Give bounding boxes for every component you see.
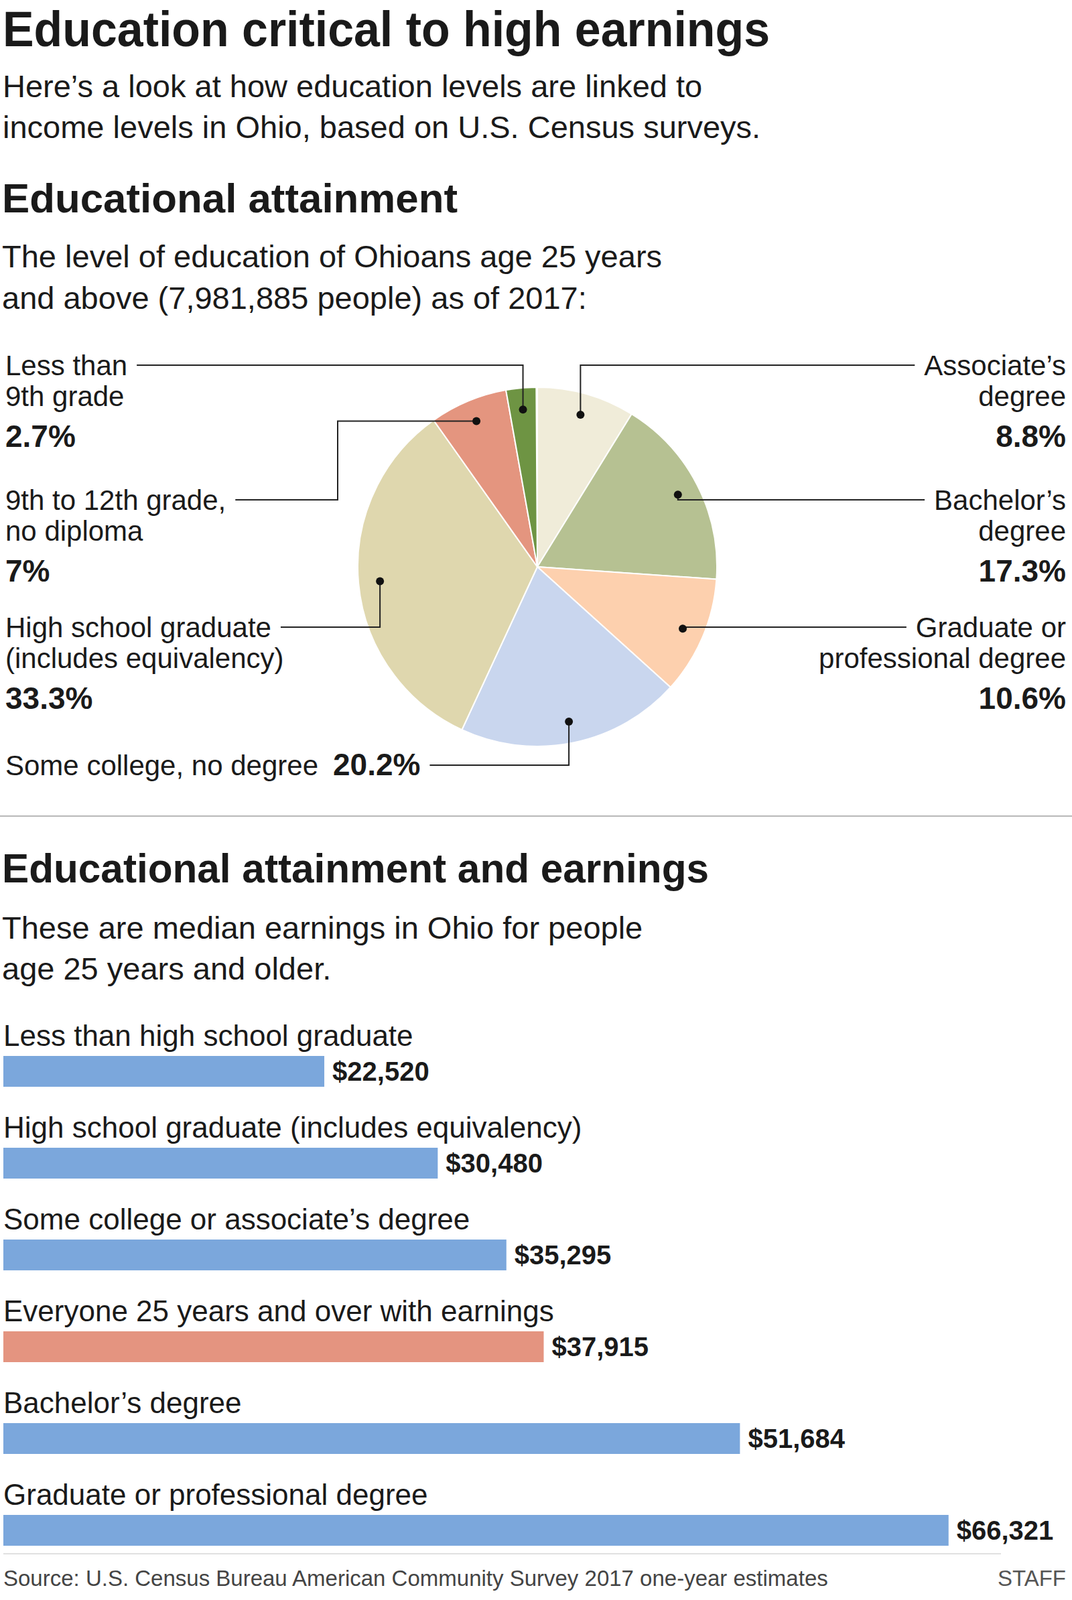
chart-subtitle: and above (7,981,885 people) as of 2017: <box>2 280 587 316</box>
slice-label: 9th to 12th grade, <box>5 484 226 516</box>
data-label: 17.3% <box>978 553 1066 589</box>
slice-label: (includes equivalency) <box>5 642 285 675</box>
bar <box>3 1423 740 1454</box>
slice-label: Some college, no degree <box>5 749 319 782</box>
slice-label: Bachelor’s <box>933 484 1066 516</box>
page-subtitle: income levels in Ohio, based on U.S. Cen… <box>2 109 761 145</box>
source-note: Source: U.S. Census Bureau American Comm… <box>3 1565 829 1591</box>
data-label: 20.2% <box>332 747 421 782</box>
data-label: $30,480 <box>445 1148 543 1178</box>
page-subtitle: Here’s a look at how education levels ar… <box>2 68 703 104</box>
slice-label: degree <box>978 515 1066 547</box>
chart-subtitle: age 25 years and older. <box>2 950 331 987</box>
data-label: $35,295 <box>514 1240 612 1270</box>
leader-line <box>235 420 477 500</box>
category-label: High school graduate (includes equivalen… <box>3 1110 582 1144</box>
slice-label: Associate’s <box>923 349 1066 382</box>
data-label: 2.7% <box>5 418 76 454</box>
leader-line <box>580 365 915 415</box>
data-label: 10.6% <box>978 680 1066 716</box>
credit: STAFF <box>997 1565 1066 1591</box>
separator <box>0 815 1072 817</box>
slice-label: no diploma <box>5 515 144 547</box>
data-label: $66,321 <box>956 1515 1054 1546</box>
leader-dot <box>576 410 585 419</box>
category-label: Bachelor’s degree <box>3 1386 242 1420</box>
bar <box>3 1514 949 1546</box>
data-label: $51,684 <box>747 1423 845 1454</box>
slice-label: High school graduate <box>5 611 272 644</box>
leader-dot <box>519 405 528 414</box>
leader-dot <box>678 624 687 633</box>
bar <box>3 1331 545 1363</box>
leader-dot <box>472 416 481 425</box>
slice-label: 9th grade <box>5 380 124 413</box>
bar <box>3 1055 325 1087</box>
leader-line <box>678 494 925 500</box>
pie-slice <box>537 414 717 580</box>
leader-line <box>429 721 569 766</box>
data-label: $37,915 <box>552 1331 650 1362</box>
chart-title: Educational attainment and earnings <box>2 844 709 892</box>
x-axis-line <box>3 1553 1001 1555</box>
background <box>0 0 1072 1600</box>
bar-labels: Less than high school graduate $22,520 Hig… <box>3 1019 1054 1546</box>
pie-slice <box>505 387 538 567</box>
data-label: 8.8% <box>995 418 1066 454</box>
category-label: Less than high school graduate <box>3 1019 414 1052</box>
slice-label: Graduate or <box>915 611 1066 644</box>
data-label: $22,520 <box>332 1056 430 1087</box>
chart-canvas: Education critical to high earnings Here’… <box>0 0 1072 1600</box>
leader-line <box>280 580 380 628</box>
slice-label: Less than <box>5 349 128 382</box>
chart-subtitle: These are median earnings in Ohio for pe… <box>2 909 643 946</box>
bar <box>3 1239 507 1271</box>
leader-dot <box>564 717 573 726</box>
category-label: Graduate or professional degree <box>3 1478 429 1511</box>
labels: Associate’sdegree8.8%Bachelor’sdegree17.… <box>5 349 1066 782</box>
leader-line <box>136 365 523 410</box>
bars <box>3 1055 949 1546</box>
data-label: 33.3% <box>5 680 93 716</box>
leader-line <box>682 627 907 629</box>
data-label: 7% <box>5 553 50 589</box>
slice-label: professional degree <box>818 642 1066 675</box>
leader-dot <box>375 576 384 585</box>
bar <box>3 1147 438 1179</box>
slice-label: degree <box>978 380 1066 413</box>
category-label: Some college or associate’s degree <box>3 1202 470 1236</box>
chart-subtitle: The level of education of Ohioans age 25… <box>2 238 662 275</box>
chart-title: Educational attainment <box>2 174 458 222</box>
leader-dot <box>674 490 683 499</box>
category-label: Everyone 25 years and over with earnings <box>3 1294 555 1328</box>
pie <box>357 387 717 747</box>
page-title: Education critical to high earnings <box>2 1 770 57</box>
